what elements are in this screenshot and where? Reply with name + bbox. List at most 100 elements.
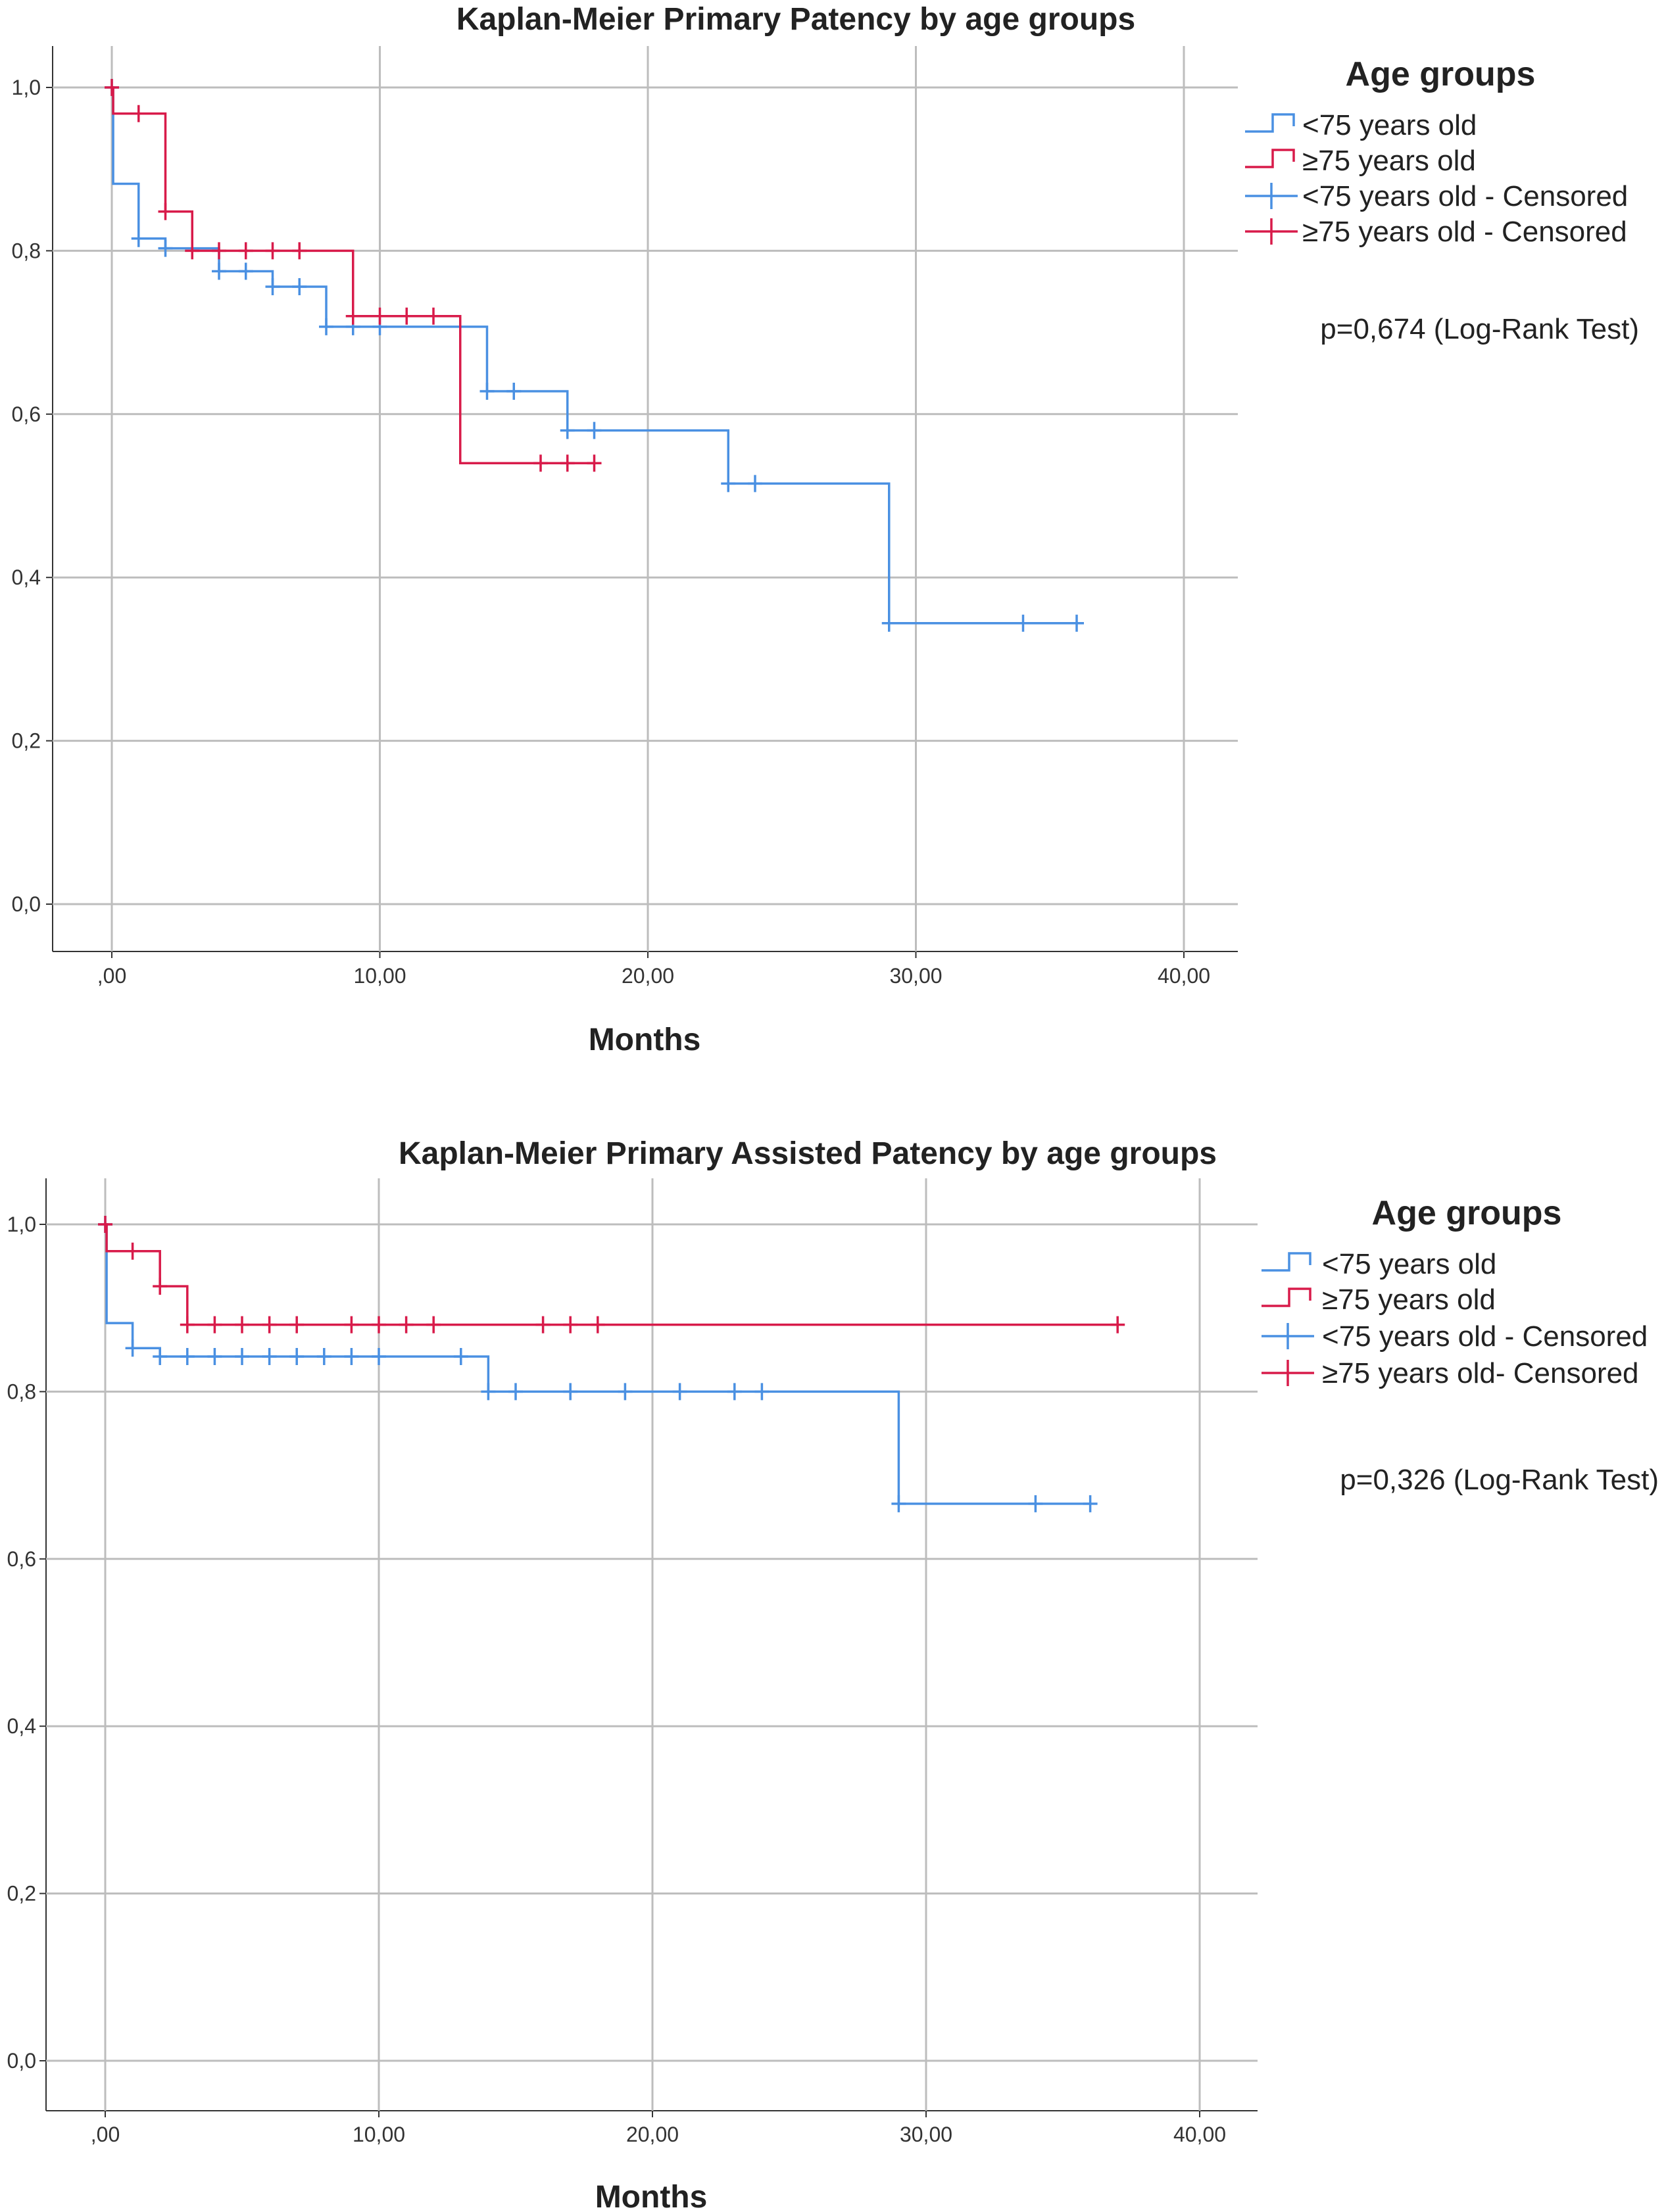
censor-mark: [748, 475, 762, 493]
censor-mark: [319, 318, 333, 335]
y-tick-label: 0,4: [12, 565, 41, 589]
censor-mark: [212, 242, 226, 260]
legend: Age groups <75 years old ≥75 years old<75 …: [1245, 55, 1628, 248]
censor-mark: [426, 307, 441, 325]
censor-mark: [238, 242, 253, 260]
legend-censor-swatch: [1262, 1360, 1314, 1386]
censor-mark: [560, 421, 575, 439]
legend-label: <75 years old: [1322, 1248, 1496, 1280]
censor-mark: [289, 1316, 305, 1334]
y-tick-label: 0,0: [12, 892, 41, 916]
chart-1: Kaplan-Meier Primary Patency by age grou…: [12, 2, 1639, 1057]
censor-mark: [1083, 1495, 1098, 1512]
legend-label: <75 years old - Censored: [1302, 180, 1628, 212]
chart-2: Kaplan-Meier Primary Assisted Patency by…: [7, 1136, 1659, 2212]
censor-mark: [533, 454, 548, 472]
censor-mark: [153, 1278, 168, 1295]
x-tick-label: 10,00: [353, 2123, 405, 2146]
censor-mark: [399, 307, 414, 325]
censor-mark: [1110, 1316, 1125, 1334]
y-tick-label: 0,6: [7, 1547, 36, 1571]
x-tick-label: 40,00: [1158, 964, 1210, 988]
x-tick-label: 10,00: [353, 964, 406, 988]
censor-mark: [721, 475, 736, 493]
legend-step-swatch: [1262, 1252, 1311, 1272]
censor-mark: [212, 262, 226, 280]
censor-mark: [105, 79, 119, 96]
censor-mark: [672, 1383, 687, 1401]
legend-label: ≥75 years old- Censored: [1322, 1357, 1639, 1389]
series-under-75: [105, 79, 1084, 632]
x-axis-label: Months: [595, 2180, 708, 2212]
x-tick-label: 20,00: [622, 964, 674, 988]
series-75-and-over: [98, 1216, 1125, 1334]
y-tick-label: 0,0: [7, 2049, 36, 2073]
censor-mark: [131, 105, 146, 122]
legend-label: ≥75 years old - Censored: [1302, 216, 1627, 248]
censor-mark: [344, 1316, 359, 1334]
p-value-annotation: p=0,674 (Log-Rank Test): [1320, 313, 1639, 345]
censor-mark: [158, 239, 173, 257]
x-tick-label: ,00: [97, 964, 126, 988]
censor-mark: [345, 307, 360, 325]
censor-mark: [207, 1347, 222, 1365]
x-axis-label: Months: [589, 1022, 701, 1057]
censor-mark: [372, 1316, 386, 1334]
censor-mark: [479, 383, 495, 400]
censor-mark: [292, 242, 307, 260]
censor-mark: [1069, 614, 1084, 632]
censor-mark: [754, 1383, 770, 1401]
p-value-annotation: p=0,326 (Log-Rank Test): [1340, 1464, 1659, 1496]
legend-label: <75 years old - Censored: [1322, 1320, 1648, 1353]
x-tick-label: ,00: [91, 2123, 120, 2146]
legend-step-swatch: [1262, 1287, 1311, 1307]
censor-mark: [292, 278, 307, 296]
censor-mark: [563, 1383, 578, 1401]
legend-censor-swatch: [1245, 218, 1298, 245]
censor-mark: [372, 1347, 386, 1365]
y-tick-label: 0,8: [12, 239, 41, 262]
legend-title: Age groups: [1372, 1194, 1562, 1232]
survival-curve: [112, 86, 595, 465]
censor-mark: [426, 1316, 441, 1334]
y-tick-label: 0,2: [7, 1882, 36, 1906]
legend-title: Age groups: [1346, 55, 1536, 93]
censor-mark: [881, 614, 896, 632]
censor-mark: [481, 1383, 496, 1401]
legend: Age groups<75 years old≥75 years old<75 …: [1262, 1194, 1648, 1389]
censor-mark: [506, 383, 522, 400]
y-tick-label: 0,8: [7, 1380, 36, 1403]
censor-mark: [399, 1316, 414, 1334]
y-tick-label: 0,6: [12, 402, 41, 426]
censor-mark: [125, 1242, 140, 1260]
censor-mark: [289, 1347, 305, 1365]
legend-label: <75 years old: [1302, 109, 1477, 141]
legend-step-swatch: [1245, 113, 1295, 133]
censor-mark: [238, 262, 253, 280]
legend-label: ≥75 years old: [1302, 145, 1476, 177]
chart-title: Kaplan-Meier Primary Assisted Patency by…: [399, 1136, 1217, 1171]
censor-mark: [587, 421, 602, 439]
legend-censor-swatch: [1245, 183, 1298, 209]
y-tick-label: 0,4: [7, 1714, 36, 1738]
y-tick-label: 1,0: [7, 1213, 36, 1236]
censor-mark: [618, 1383, 633, 1401]
survival-curve: [105, 1223, 1118, 1326]
y-tick-label: 1,0: [12, 76, 41, 99]
y-tick-label: 0,2: [12, 729, 41, 753]
censor-mark: [265, 242, 280, 260]
censor-mark: [316, 1347, 331, 1365]
censor-mark: [587, 454, 602, 472]
censor-mark: [158, 203, 173, 220]
censor-mark: [344, 1347, 359, 1365]
censor-mark: [235, 1347, 249, 1365]
censor-mark: [535, 1316, 551, 1334]
censor-mark: [125, 1339, 140, 1357]
survival-curve: [105, 1223, 1090, 1505]
censor-mark: [265, 278, 280, 296]
censor-mark: [98, 1216, 112, 1233]
censor-mark: [235, 1316, 249, 1334]
x-tick-label: 30,00: [889, 964, 942, 988]
censor-mark: [727, 1383, 742, 1401]
